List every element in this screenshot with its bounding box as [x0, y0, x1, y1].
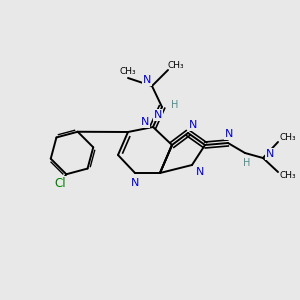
Text: N: N [154, 110, 162, 120]
Text: N: N [131, 178, 139, 188]
Text: N: N [141, 117, 149, 127]
Text: H: H [243, 158, 251, 168]
Text: Cl: Cl [55, 177, 66, 190]
Text: N: N [143, 75, 151, 85]
Text: H: H [171, 100, 179, 110]
Text: CH₃: CH₃ [280, 172, 296, 181]
Text: CH₃: CH₃ [280, 134, 296, 142]
Text: N: N [189, 120, 197, 130]
Text: N: N [266, 149, 274, 159]
Text: N: N [225, 129, 233, 139]
Text: CH₃: CH₃ [120, 68, 136, 76]
Text: N: N [196, 167, 204, 177]
Text: CH₃: CH₃ [168, 61, 184, 70]
